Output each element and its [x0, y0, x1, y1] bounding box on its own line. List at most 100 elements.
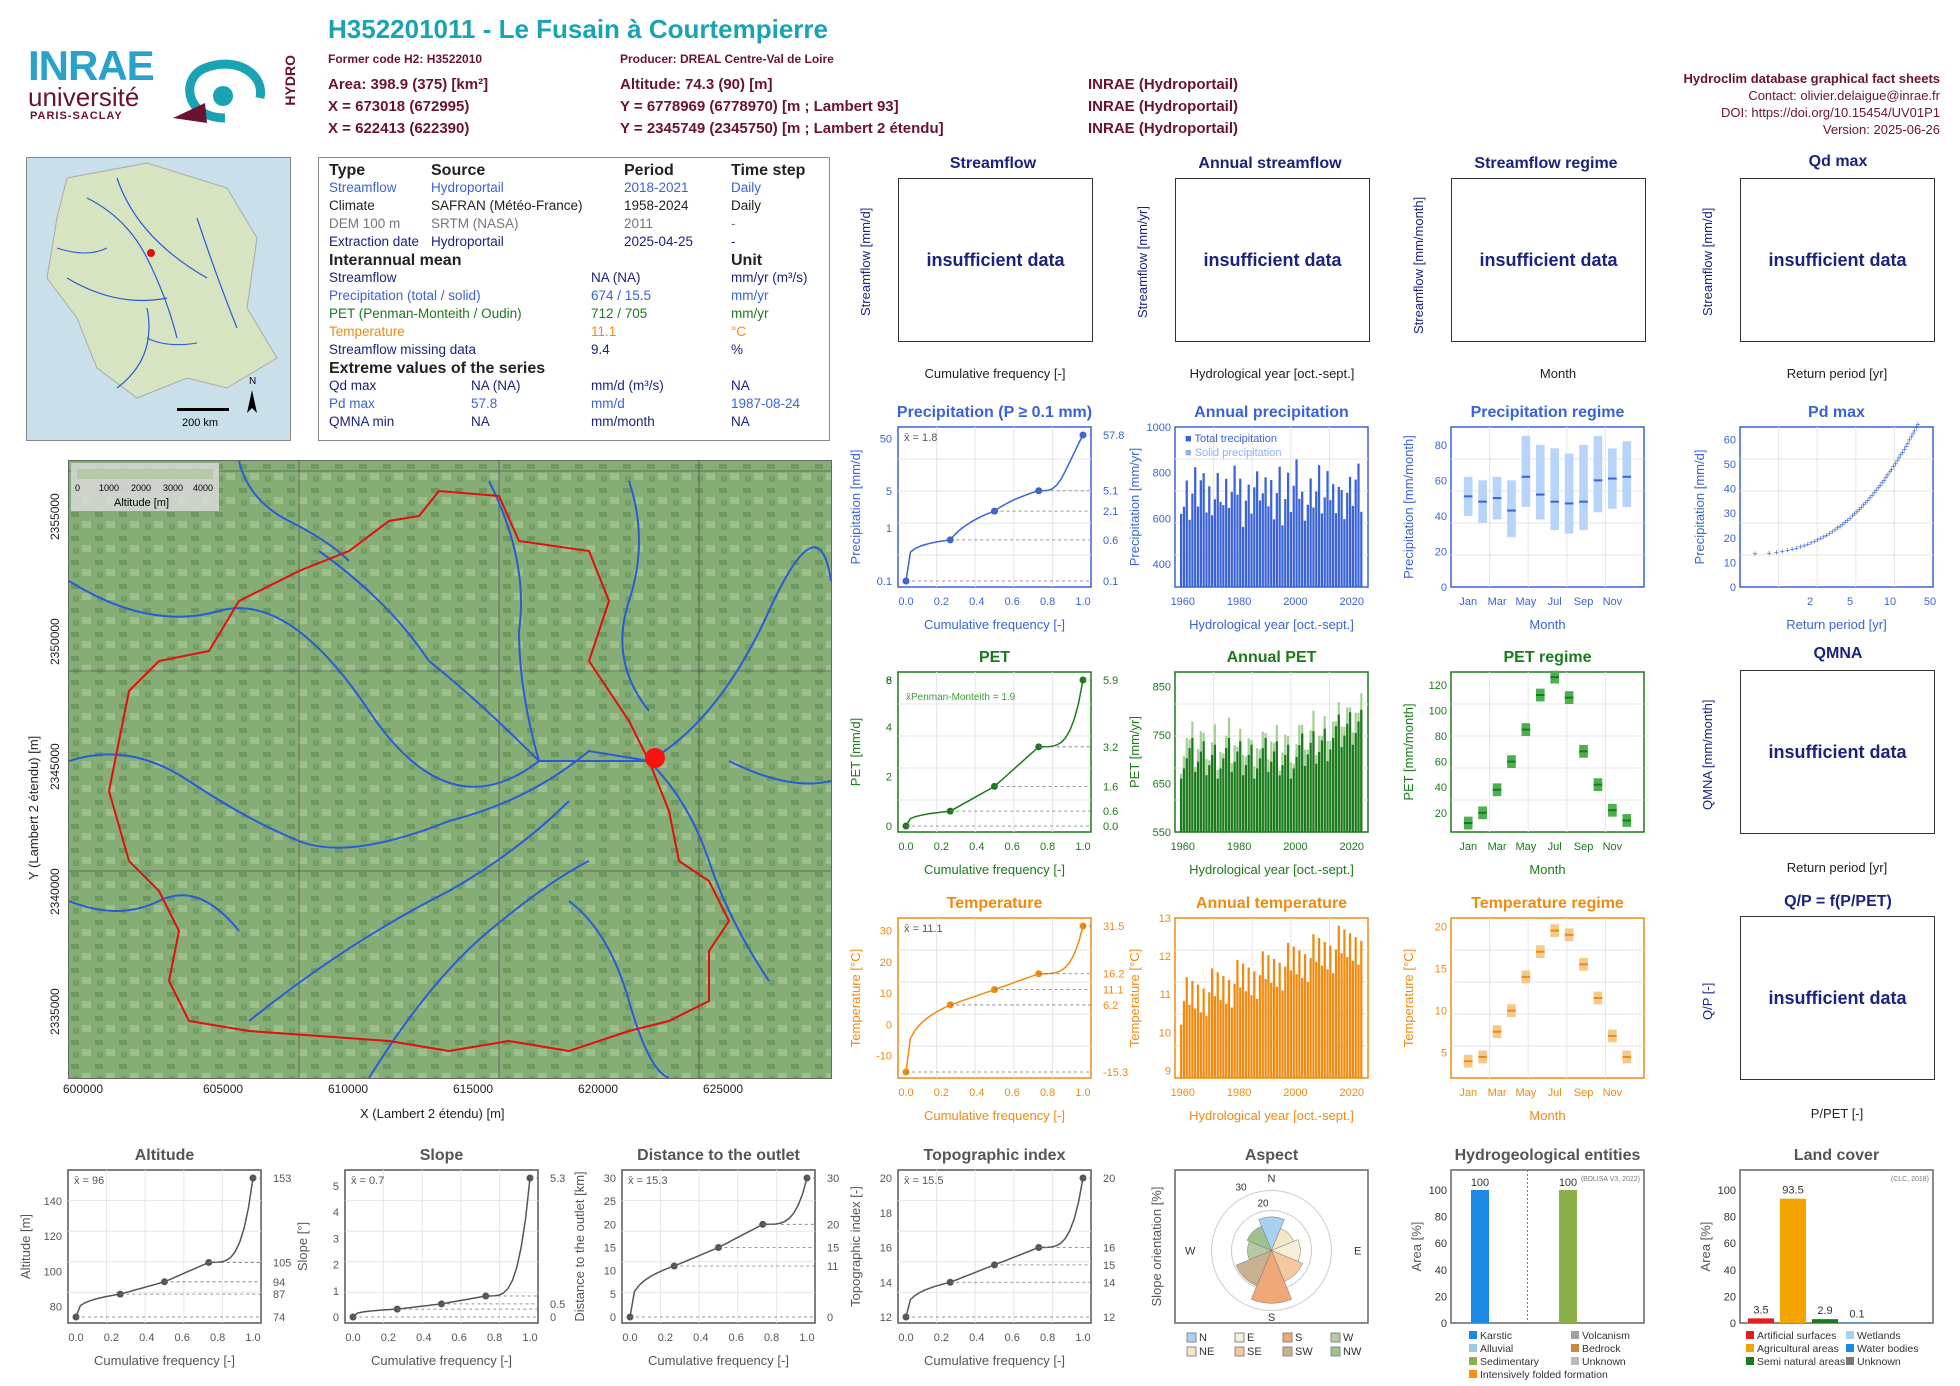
svg-text:0: 0 [75, 483, 80, 493]
x-tick-label: 1960 [1171, 841, 1195, 853]
pdmax-point: + [1896, 453, 1901, 463]
regime-box [1535, 444, 1545, 520]
y-tick-label: 10 [604, 1266, 616, 1278]
pdmax-point: + [1766, 548, 1771, 558]
y-tick-label: 0 [1441, 582, 1447, 594]
bar [1340, 747, 1343, 832]
bar [1225, 1003, 1228, 1078]
right-value-label: 15 [827, 1243, 839, 1255]
pdmax-point: + [1895, 456, 1900, 466]
station-marker[interactable] [645, 748, 665, 768]
pdmax-point: + [1774, 548, 1779, 558]
legend-tick: 4000 [193, 483, 213, 493]
bar [1351, 744, 1354, 832]
pdmax-point: + [1881, 475, 1886, 485]
bar-value-label: 93.5 [1782, 1185, 1803, 1197]
y-axis-label: Distance to the outlet [km] [572, 1171, 587, 1321]
cell: Temperature [329, 324, 405, 339]
pdmax-point: + [1838, 521, 1843, 531]
svg-text:Altitude [m]: Altitude [m] [114, 497, 169, 509]
y-tick-label: 0 [610, 1312, 616, 1324]
x-tick-label: 0.0 [898, 596, 913, 608]
x-tick-label: 1960 [1171, 1087, 1195, 1099]
x-tick-label: 0.4 [693, 1332, 708, 1344]
y-tick-label: 0 [1441, 1318, 1447, 1330]
right-value-label: 0.1 [1103, 576, 1118, 588]
bar [1309, 478, 1312, 587]
y-tick-label: 400 [1153, 559, 1171, 571]
legend-swatch [1234, 1332, 1245, 1343]
y-tick-label: 20 [1724, 1291, 1736, 1303]
x-tick-label: Sep [1574, 841, 1594, 853]
y-tick-label: 15 [1435, 964, 1447, 976]
right-value-label: 12 [1103, 1312, 1115, 1324]
doi[interactable]: DOI: https://doi.org/10.15454/UV01P1 [1721, 105, 1940, 120]
cell: NA [731, 414, 750, 429]
x-tick: 615000 [453, 1082, 494, 1096]
col-timestep: Time step [731, 162, 806, 179]
right-value-label: 11.1 [1103, 985, 1124, 997]
contact[interactable]: Contact: olivier.delaigue@inrae.fr [1748, 88, 1940, 103]
plot-frame [344, 1169, 539, 1324]
y-tick-label: 12 [880, 1312, 892, 1324]
bar [1292, 485, 1295, 587]
x-tick-label: 0.6 [1005, 1087, 1020, 1099]
x-tick-label: 0.6 [452, 1332, 467, 1344]
bar [1256, 471, 1259, 587]
bar [1230, 771, 1233, 832]
bar [1241, 963, 1245, 1078]
y-tick-label: 650 [1153, 779, 1171, 791]
interannual-header: Interannual mean Unit [329, 252, 824, 270]
legend-label: W [1343, 1332, 1354, 1344]
pdmax-point: + [1805, 540, 1810, 550]
bar [1281, 525, 1284, 587]
bar-value-label: 100 [1559, 1177, 1577, 1189]
cell: PET (Penman-Monteith / Oudin) [329, 306, 522, 321]
x-label: Cumulative frequency [-] [924, 366, 1066, 381]
cell: 2011 [624, 216, 654, 231]
col-source: Source [431, 162, 486, 179]
x-tick-label: 10 [1884, 596, 1896, 608]
y-tick-label: 0.1 [877, 576, 892, 588]
pdmax-point: + [1910, 429, 1915, 439]
pdmax-point: + [1818, 534, 1823, 544]
bar [1191, 737, 1194, 832]
y-axis-label: Altitude [m] [18, 1214, 33, 1279]
bar [1315, 491, 1318, 587]
streamflow-regime-title: Streamflow regime [1474, 155, 1618, 172]
pdmax-point: + [1880, 478, 1885, 488]
x-tick-label: 0.4 [969, 841, 984, 853]
bar [1253, 487, 1256, 587]
bar [1343, 519, 1346, 587]
bar [1205, 1016, 1208, 1078]
y-tick-label: 850 [1153, 682, 1171, 694]
bar [1247, 967, 1250, 1078]
y-axis-label: PET [mm/month] [1401, 703, 1416, 800]
cell: 2025-04-25 [624, 234, 694, 249]
mean-label: x̄ = 0.7 [351, 1175, 384, 1187]
x-tick-label: 0.8 [210, 1332, 225, 1344]
panel-title: Precipitation (P ≥ 0.1 mm) [897, 404, 1092, 421]
river-network [69, 461, 831, 1078]
bar [1230, 491, 1233, 587]
x-tick-label: 0.4 [416, 1332, 431, 1344]
pdmax-point: + [1852, 509, 1857, 519]
y-tick-label: 40 [1724, 1265, 1736, 1277]
pdmax-point: + [1802, 541, 1807, 551]
insufficient-data-msg: insufficient data [1768, 988, 1907, 1008]
legend-swatch [1469, 1357, 1477, 1365]
panel-title: Aspect [1245, 1147, 1299, 1164]
legend-swatch [1469, 1331, 1477, 1339]
legend-swatch [1330, 1332, 1341, 1343]
y-tick-label: 600 [1153, 513, 1171, 525]
bar [1230, 1007, 1233, 1078]
cell: Streamflow [329, 270, 397, 285]
y-tick-label: 1 [886, 523, 892, 535]
bar [1354, 937, 1357, 1078]
pdmax-point: + [1902, 444, 1907, 454]
bar [1337, 925, 1340, 1078]
x-tick: 625000 [703, 1082, 744, 1096]
x-tick-label: Jul [1548, 841, 1562, 853]
col-type: Type [329, 162, 366, 179]
legend-swatch [1330, 1346, 1341, 1357]
